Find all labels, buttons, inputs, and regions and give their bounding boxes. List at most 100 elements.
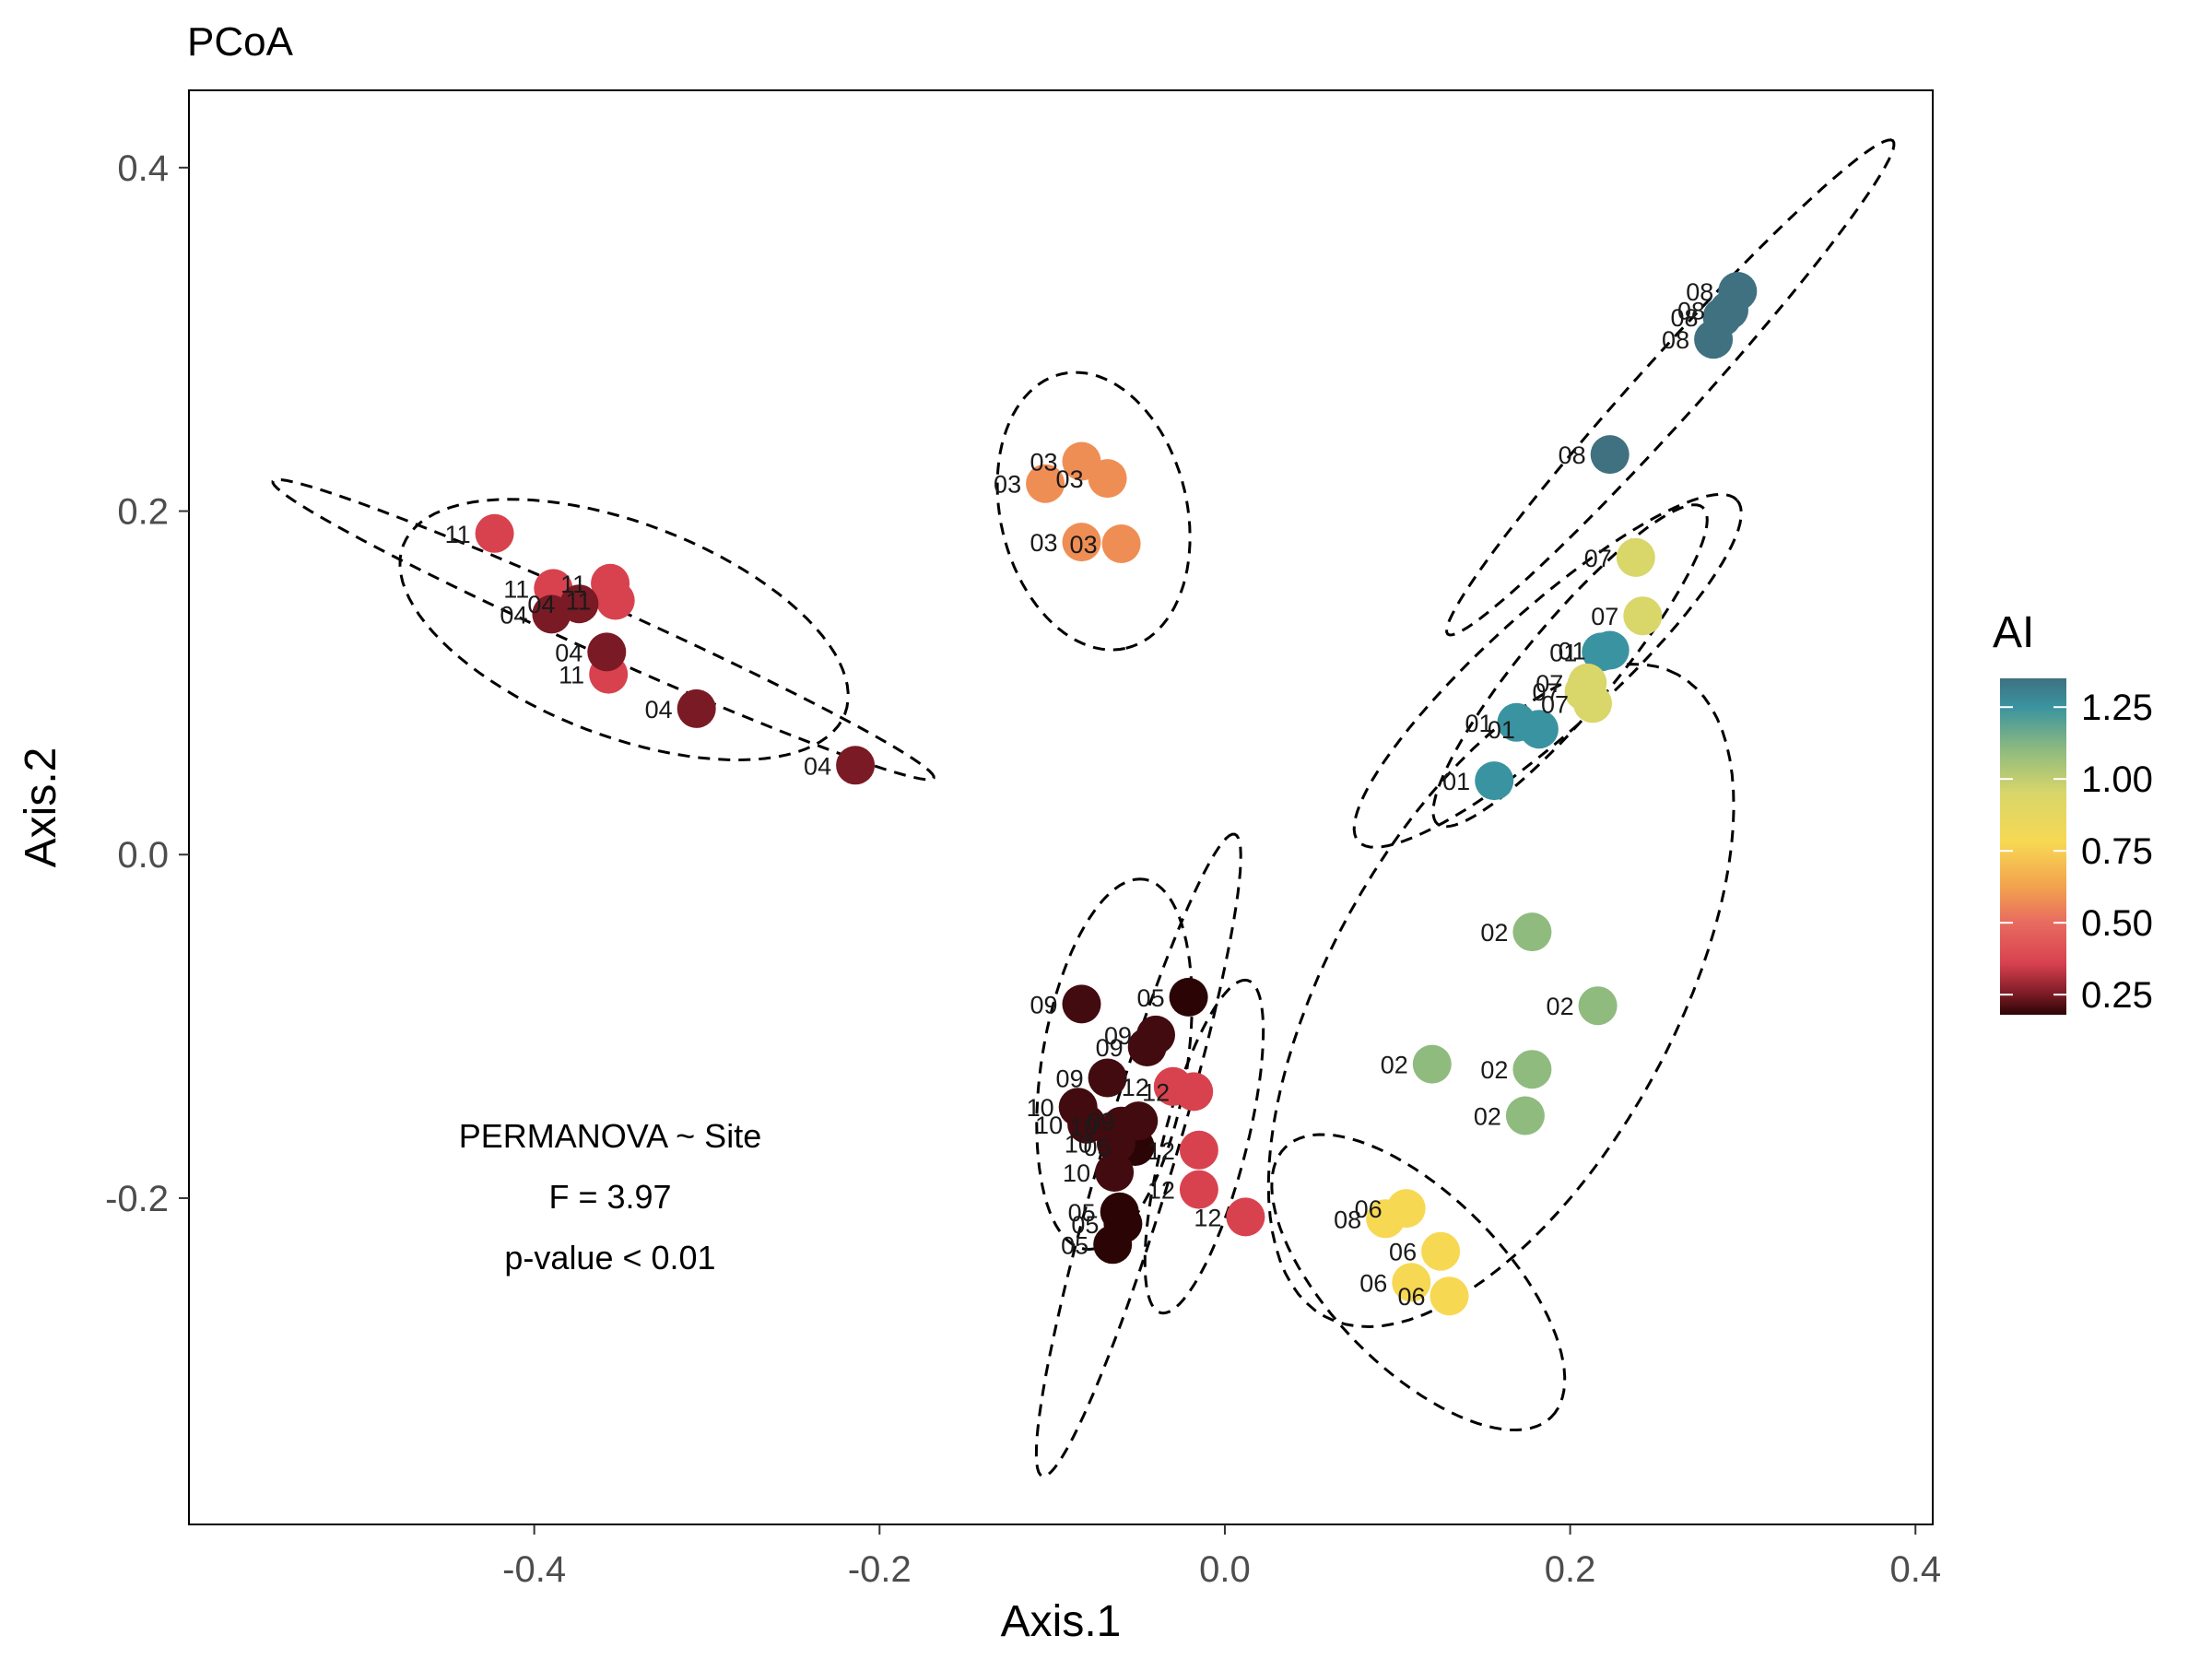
data-point — [1590, 435, 1630, 475]
point-label: 11 — [560, 571, 586, 598]
data-point — [1179, 1130, 1218, 1170]
point-label: 09 — [1087, 1108, 1114, 1135]
point-label: 02 — [1480, 1056, 1508, 1084]
permanova-annotation: PERMANOVA ~ Site F = 3.97 p-value < 0.01 — [459, 1117, 761, 1277]
point-label: 08 — [1677, 298, 1705, 325]
data-point — [1096, 1124, 1135, 1163]
point-label: 06 — [1389, 1239, 1417, 1266]
data-point — [1062, 523, 1101, 562]
data-point — [1366, 1199, 1406, 1239]
legend-tick-label: 1.00 — [2081, 759, 2153, 800]
x-tick-label: 0.0 — [1199, 1549, 1251, 1590]
data-point — [1623, 596, 1663, 636]
data-point — [677, 688, 716, 728]
point-label: 01 — [1549, 639, 1577, 666]
point-label: 12 — [1194, 1204, 1221, 1231]
point-label: 05 — [1137, 984, 1165, 1012]
y-axis: -0.2 0.0 0.2 0.4 — [105, 148, 189, 1219]
data-point — [1512, 912, 1552, 952]
point-label: 04 — [804, 752, 831, 780]
point-label: 07 — [1533, 678, 1560, 706]
point-label: 05 — [1084, 1134, 1112, 1161]
data-point — [1095, 1153, 1135, 1192]
point-label: 05 — [1071, 1211, 1099, 1239]
x-axis: -0.4 -0.2 0.0 0.2 0.4 — [502, 1524, 1941, 1590]
y-tick-label: -0.2 — [105, 1179, 169, 1219]
point-label: 06 — [1359, 1269, 1387, 1297]
data-points — [475, 272, 1758, 1316]
data-point — [1179, 1170, 1218, 1209]
point-label: 05 — [1061, 1231, 1088, 1259]
point-label: 05 — [1068, 1199, 1096, 1227]
plot-title: PCoA — [187, 19, 294, 65]
ellipse-site-12 — [1143, 978, 1265, 1315]
point-label: 01 — [1465, 710, 1492, 737]
ellipse-site-10 — [1034, 832, 1242, 1478]
point-label: 04 — [500, 601, 527, 629]
data-point — [595, 581, 635, 620]
annotation-test: PERMANOVA ~ Site — [459, 1117, 761, 1155]
data-point — [1026, 464, 1065, 503]
point-label: 12 — [1142, 1078, 1170, 1106]
point-label: 02 — [1480, 919, 1508, 947]
ellipse-site-08 — [1445, 138, 1896, 637]
point-label: 03 — [1056, 465, 1084, 493]
data-point — [836, 746, 876, 785]
point-label: 01 — [1488, 716, 1515, 744]
point-label: 07 — [1541, 690, 1569, 718]
data-point — [1582, 632, 1621, 672]
ellipse-site-04 — [398, 498, 850, 762]
x-tick-label: -0.4 — [502, 1549, 566, 1590]
x-tick-label: 0.4 — [1889, 1549, 1941, 1590]
data-point — [587, 632, 627, 672]
point-label: 08 — [1662, 326, 1689, 354]
point-label: 09 — [1030, 991, 1057, 1018]
point-label: 10 — [1063, 1159, 1090, 1187]
point-label: 11 — [566, 588, 592, 616]
data-point — [1088, 459, 1127, 499]
ellipse-site-07 — [1431, 503, 1709, 829]
point-label: 10 — [1070, 1113, 1098, 1141]
data-point — [1497, 702, 1536, 742]
point-label: 08 — [1686, 278, 1713, 306]
legend-tick-label: 0.25 — [2081, 975, 2153, 1016]
legend-tick-label: 0.50 — [2081, 903, 2153, 944]
ellipse-site-06 — [1270, 1133, 1567, 1432]
point-label: 01 — [1442, 768, 1470, 795]
data-point — [1226, 1197, 1265, 1237]
point-label: 02 — [1381, 1052, 1408, 1079]
x-tick-label: -0.2 — [848, 1549, 912, 1590]
point-label: 10 — [1035, 1112, 1063, 1139]
legend-ticks: 0.25 0.50 0.75 1.00 1.25 — [2000, 688, 2153, 1016]
point-label: 01 — [1559, 638, 1586, 665]
point-label: 04 — [645, 696, 673, 724]
point-label: 04 — [555, 639, 582, 666]
ellipse-site-03 — [995, 371, 1192, 652]
data-point — [475, 513, 514, 553]
point-label: 08 — [1559, 441, 1586, 469]
data-point — [1062, 984, 1101, 1024]
data-point — [1101, 524, 1141, 563]
point-label: 03 — [994, 471, 1021, 499]
y-tick-label: 0.4 — [117, 148, 169, 189]
point-label: 03 — [1070, 531, 1098, 559]
point-label: 02 — [1547, 993, 1574, 1020]
data-point — [1694, 320, 1734, 359]
color-legend: AI 0.25 0.50 0.75 1.00 1.25 — [1993, 608, 2153, 1016]
point-label: 07 — [1535, 670, 1563, 698]
legend-tick-label: 0.75 — [2081, 831, 2153, 872]
plot-panel — [188, 89, 1934, 1525]
data-point — [1475, 761, 1514, 801]
point-label: 03 — [1030, 449, 1057, 477]
data-point — [1127, 1028, 1167, 1066]
data-point — [1573, 684, 1612, 724]
data-point — [1412, 1044, 1452, 1084]
point-label: 06 — [1355, 1195, 1382, 1223]
ellipse-site-01 — [1352, 492, 1743, 849]
data-point — [1430, 1277, 1469, 1316]
point-label: 11 — [559, 662, 584, 689]
point-label: 08 — [1334, 1206, 1361, 1233]
point-label: 09 — [1104, 1022, 1132, 1050]
